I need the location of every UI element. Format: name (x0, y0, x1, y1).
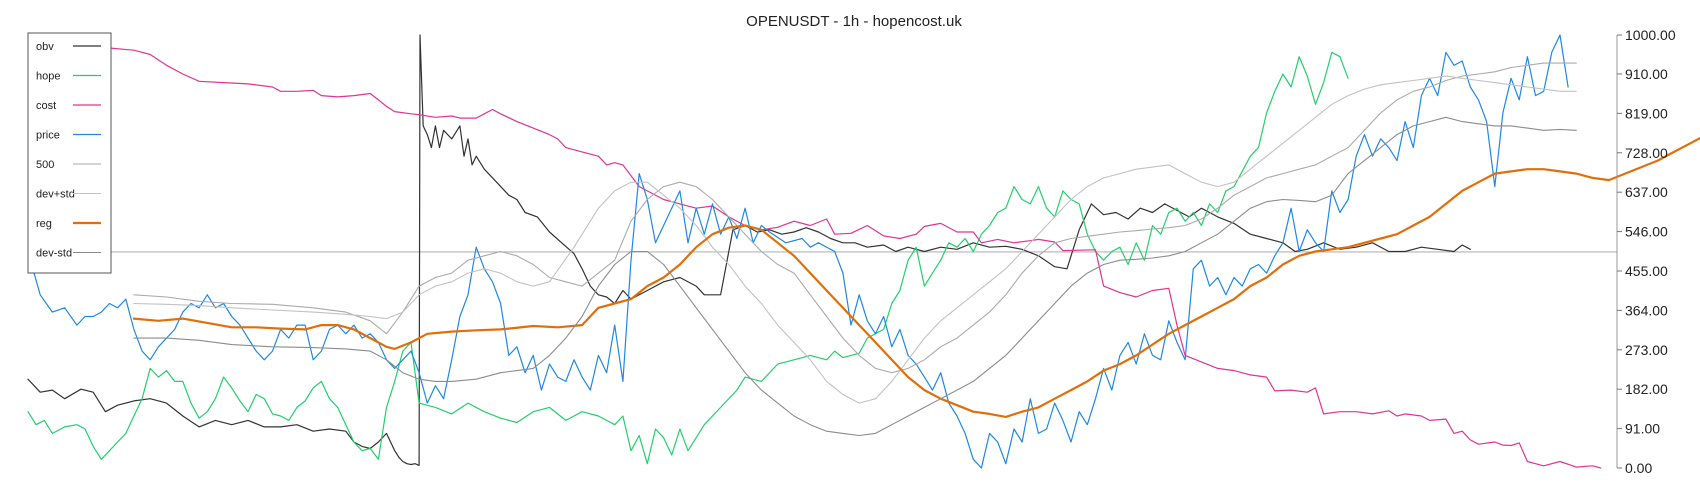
series-line-obv (27, 34, 1471, 466)
y-tick-label: 637.00 (1625, 184, 1668, 200)
legend-label: reg (36, 218, 52, 230)
legend-label: price (36, 130, 60, 142)
legend-label: dev-std (36, 248, 72, 260)
y-axis: 0.00 91.00 182.00 273.00 364.00 455.00 546.00 6… (1616, 27, 1676, 476)
series-line-hope (27, 51, 1349, 465)
y-tick-label: 0.00 (1625, 460, 1652, 476)
series-layer (27, 34, 1700, 469)
y-tick-label: 546.00 (1625, 224, 1668, 240)
legend-label: dev+std (36, 189, 75, 201)
series-line-reg (132, 136, 1700, 418)
legend-box (27, 32, 112, 274)
y-tick-label: 1000.00 (1625, 27, 1676, 43)
legend: obv hope cost price 500 dev+std reg dev-std (27, 32, 112, 274)
y-tick-label: 910.00 (1625, 66, 1668, 82)
y-tick-label: 728.00 (1625, 145, 1668, 161)
legend-label: 500 (36, 159, 54, 171)
y-tick-label: 273.00 (1625, 342, 1668, 358)
legend-label: obv (36, 41, 54, 53)
y-tick-label: 182.00 (1625, 381, 1668, 397)
series-line-cost (27, 47, 1602, 469)
legend-label: hope (36, 71, 60, 83)
series-line-500 (133, 62, 1577, 374)
chart-title: OPENUSDT - 1h - hopencost.uk (746, 13, 962, 30)
y-tick-label: 819.00 (1625, 105, 1668, 121)
series-line-dev-std (133, 75, 1577, 404)
y-tick-label: 91.00 (1625, 421, 1660, 437)
y-tick-label: 455.00 (1625, 263, 1668, 279)
y-tick-label: 364.00 (1625, 302, 1668, 318)
series-line-dev-std (133, 116, 1577, 437)
legend-label: cost (36, 100, 56, 112)
